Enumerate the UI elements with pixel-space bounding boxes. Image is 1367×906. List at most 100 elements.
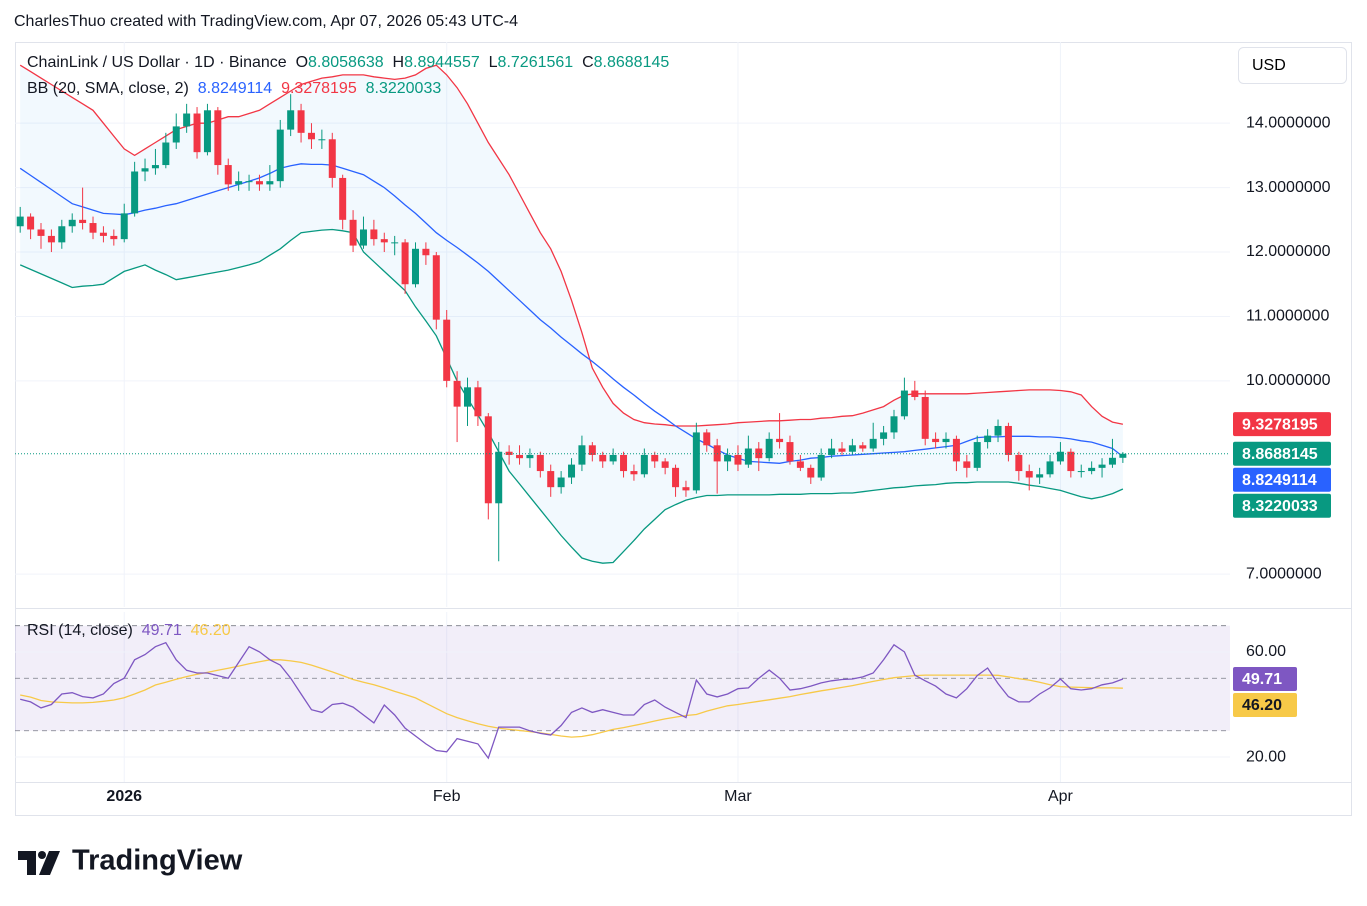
candle-body — [453, 380, 461, 407]
price-tag-label: 8.8249114 — [1242, 472, 1317, 489]
candle-body — [838, 448, 846, 452]
candle-body — [682, 487, 690, 491]
candle-body — [37, 229, 45, 236]
candle-body — [16, 216, 24, 227]
candle-body — [287, 110, 295, 130]
candle-body — [796, 461, 804, 468]
bb-upper — [19, 64, 1124, 427]
candle-body — [110, 235, 118, 240]
candle-body — [68, 219, 76, 227]
x-tick-label: Apr — [1048, 788, 1074, 805]
candle-body — [807, 467, 815, 478]
y-tick-label: 60.00 — [1246, 643, 1286, 660]
bb-middle — [19, 163, 1124, 464]
price-tag — [1233, 412, 1331, 437]
candle-body — [224, 165, 232, 185]
candle-body — [672, 467, 680, 488]
candle-body — [183, 113, 191, 127]
candle-body — [318, 139, 326, 141]
price-tag-label: 49.71 — [1242, 671, 1282, 688]
ohlc-prefix: C — [582, 54, 594, 71]
candle-body — [734, 454, 742, 465]
candle-body — [776, 438, 784, 443]
candle-body — [547, 471, 555, 488]
candle-body — [692, 432, 700, 491]
candle-body — [266, 181, 274, 185]
attribution: CharlesThuo created with TradingView.com… — [14, 13, 518, 30]
candle-body — [952, 438, 960, 462]
y-tick-label: 11.0000000 — [1246, 308, 1329, 325]
ohlc-value: 8.8058638 — [308, 54, 384, 71]
candle-body — [869, 438, 877, 449]
candle-body — [58, 226, 66, 243]
candle-body — [401, 242, 409, 285]
candle-body — [599, 454, 607, 462]
candle-body — [1015, 454, 1023, 472]
candle-body — [1056, 451, 1064, 462]
candle-body — [1004, 425, 1012, 455]
candle-body — [391, 242, 399, 244]
bb-label: BB (20, SMA, close, 2) — [27, 80, 189, 97]
candle-body — [89, 223, 97, 233]
rsi-ma-value: 46.20 — [190, 622, 231, 639]
candle-body — [828, 448, 836, 455]
candle-body — [328, 139, 336, 178]
candle-body — [1046, 461, 1054, 475]
rsi-label: RSI (14, close) — [27, 622, 133, 639]
candle-body — [235, 181, 243, 185]
candle-body — [1025, 471, 1033, 478]
ohlc-prefix: O — [295, 54, 309, 71]
rsi-legend: RSI (14, close) 49.71 46.20 — [27, 622, 231, 640]
candle-body — [786, 442, 794, 462]
candle-body — [359, 229, 367, 246]
x-tick-label: 2026 — [106, 788, 142, 805]
logo — [18, 851, 60, 875]
symbol: ChainLink / US Dollar · 1D · Binance — [27, 54, 287, 71]
candle-body — [443, 319, 451, 381]
candle-body — [307, 132, 315, 140]
candle-body — [640, 454, 648, 475]
candle-body — [900, 390, 908, 417]
rsi-line — [20, 641, 1124, 760]
bb-lower-value: 8.3220033 — [365, 80, 442, 97]
candle-body — [1067, 451, 1075, 472]
price-tag-label: 46.20 — [1242, 697, 1282, 714]
price-tag — [1233, 467, 1331, 492]
y-tick-label: 20.00 — [1246, 748, 1286, 765]
candle-body — [47, 235, 55, 243]
ohlc-value: 8.8688145 — [593, 54, 670, 71]
candle-body — [422, 248, 430, 256]
candle-body — [411, 248, 419, 285]
candle-body — [203, 110, 211, 153]
y-tick-label: 10.0000000 — [1246, 372, 1331, 389]
candle-body — [848, 445, 856, 452]
ohlc-value: 8.8944557 — [404, 54, 480, 71]
candle-body — [214, 110, 222, 166]
candle-body — [1119, 453, 1127, 458]
bb-fill — [20, 65, 1123, 564]
candle-body — [744, 448, 752, 465]
ohlc-prefix: H — [392, 54, 405, 71]
candle-body — [172, 126, 180, 143]
candle-body — [339, 177, 347, 220]
currency-button[interactable] — [1238, 47, 1347, 84]
candle-body — [651, 454, 659, 462]
candle-body — [755, 448, 763, 459]
y-tick-label: 13.0000000 — [1246, 179, 1331, 196]
candle-body — [921, 396, 929, 439]
candle-body — [817, 454, 825, 478]
currency[interactable]: USD — [1252, 57, 1286, 74]
candle-body — [120, 213, 128, 240]
y-tick-label: 12.0000000 — [1246, 243, 1331, 260]
candle-body — [994, 425, 1002, 436]
candle-body — [620, 454, 628, 472]
candle-body — [370, 229, 378, 240]
candle-body — [79, 219, 87, 224]
candle-body — [942, 438, 950, 443]
candle-body — [193, 113, 201, 153]
candle-body — [578, 445, 586, 465]
candle-body — [484, 416, 492, 504]
x-tick-label: Mar — [724, 788, 752, 805]
candle-body — [609, 454, 617, 462]
